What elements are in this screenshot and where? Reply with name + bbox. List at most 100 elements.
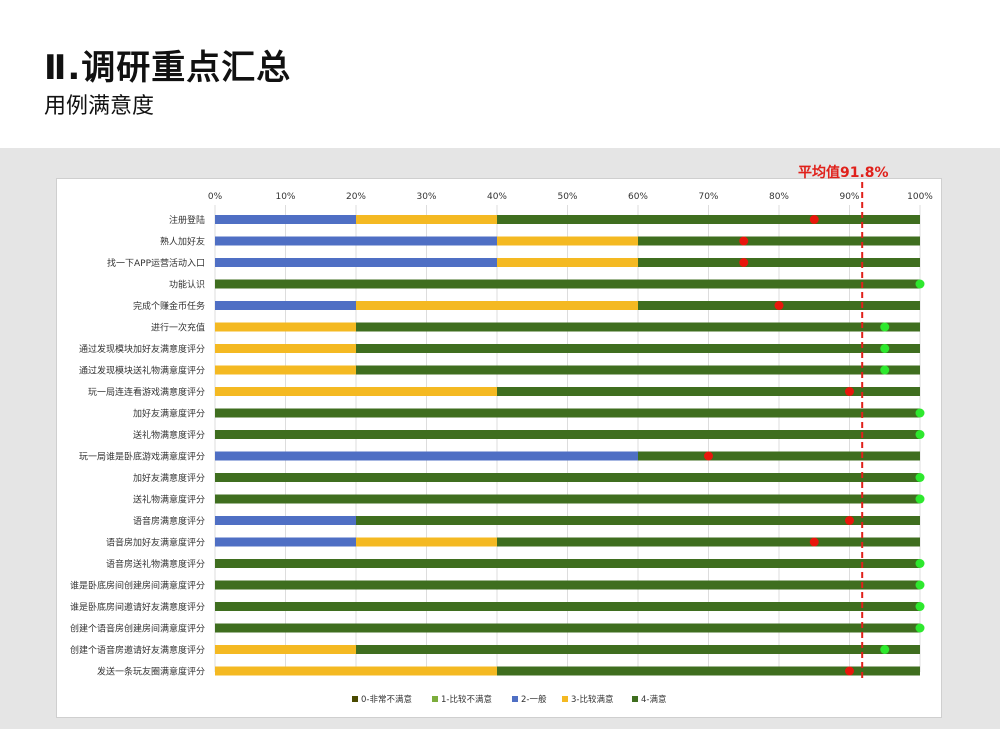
bar-segment: [215, 451, 638, 461]
category-label: 加好友满意度评分: [133, 472, 205, 484]
legend-label: 0-非常不满意: [361, 694, 412, 705]
bar-segment: [215, 430, 920, 439]
bar-segment: [638, 451, 920, 461]
bar-segment: [356, 365, 920, 375]
legend-swatch: [512, 696, 518, 702]
bar-segment: [215, 236, 497, 246]
score-marker: [915, 559, 925, 568]
bar-segment: [215, 279, 920, 289]
bar-segment: [356, 516, 920, 525]
score-marker: [845, 666, 854, 676]
legend-swatch: [632, 696, 638, 702]
legend-swatch: [432, 696, 438, 702]
legend-swatch: [352, 696, 358, 702]
x-tick-label: 60%: [628, 192, 648, 202]
bar-segment: [215, 301, 356, 310]
score-marker: [880, 365, 890, 375]
category-label: 谁是卧底房间邀请好友满意度评分: [70, 601, 205, 613]
score-marker: [845, 387, 854, 396]
legend-label: 3-比较满意: [571, 694, 613, 705]
bar-segment: [215, 516, 356, 525]
bar-segment: [638, 236, 920, 246]
bar-segment: [215, 365, 356, 375]
score-marker: [704, 451, 713, 461]
score-marker: [739, 236, 749, 246]
legend-label: 4-满意: [641, 694, 666, 705]
x-tick-label: 70%: [698, 192, 718, 202]
bar-segment: [497, 236, 638, 246]
slide-title: Ⅱ.调研重点汇总: [44, 48, 292, 88]
bar-segment: [638, 258, 920, 267]
score-marker: [880, 645, 890, 654]
category-label: 功能认识: [169, 279, 205, 291]
category-label: 谁是卧底房间创建房间满意度评分: [70, 580, 205, 592]
x-tick-label: 10%: [275, 192, 295, 202]
legend-label: 1-比较不满意: [441, 694, 492, 705]
category-label: 创建个语音房创建房间满意度评分: [70, 623, 205, 635]
bar-segment: [215, 559, 920, 568]
score-marker: [880, 344, 890, 353]
bar-segment: [356, 537, 497, 547]
score-marker: [915, 279, 925, 289]
bar-segment: [215, 258, 497, 267]
bar-segment: [497, 387, 920, 396]
bar-segment: [215, 473, 920, 482]
category-label: 发送一条玩友圈满意度评分: [97, 666, 205, 678]
category-label: 熟人加好友: [160, 236, 205, 248]
category-label: 找一下APP运营活动入口: [107, 257, 205, 269]
average-label: 平均值91.8%: [798, 165, 889, 181]
category-label: 通过发现模块加好友满意度评分: [79, 343, 205, 355]
category-label: 语音房满意度评分: [133, 515, 205, 527]
category-label: 送礼物满意度评分: [133, 429, 205, 441]
category-label: 注册登陆: [169, 214, 205, 226]
bar-segment: [497, 215, 920, 224]
bar-segment: [215, 387, 497, 396]
x-tick-label: 100%: [907, 192, 933, 202]
x-tick-label: 20%: [346, 192, 366, 202]
score-marker: [880, 322, 890, 332]
x-tick-label: 30%: [416, 192, 436, 202]
category-label: 完成个赚金币任务: [133, 300, 205, 312]
bar-segment: [356, 322, 920, 332]
bar-segment: [215, 537, 356, 547]
score-marker: [915, 430, 925, 439]
category-label: 语音房加好友满意度评分: [106, 537, 205, 549]
score-marker: [915, 580, 925, 590]
bar-segment: [215, 322, 356, 332]
score-marker: [739, 258, 749, 267]
category-label: 加好友满意度评分: [133, 408, 205, 420]
score-marker: [915, 602, 925, 611]
bar-segment: [215, 666, 497, 676]
bar-segment: [215, 494, 920, 504]
bar-segment: [215, 215, 356, 224]
bar-segment: [215, 344, 356, 353]
bar-segment: [215, 645, 356, 654]
category-label: 通过发现模块送礼物满意度评分: [79, 365, 205, 377]
category-label: 进行一次充值: [151, 322, 205, 334]
score-marker: [915, 408, 925, 418]
bar-segment: [497, 258, 638, 267]
bar-segment: [497, 666, 920, 676]
bar-segment: [215, 623, 920, 633]
x-tick-label: 0%: [208, 192, 223, 202]
category-label: 玩一局谁是卧底游戏满意度评分: [79, 451, 205, 463]
bar-segment: [356, 645, 920, 654]
bar-segment: [356, 301, 638, 310]
x-tick-label: 50%: [557, 192, 577, 202]
bar-segment: [497, 537, 920, 547]
legend-label: 2-一般: [521, 694, 547, 705]
x-tick-label: 80%: [769, 192, 789, 202]
category-label: 创建个语音房邀请好友满意度评分: [70, 644, 205, 656]
slide-subtitle: 用例满意度: [44, 94, 155, 119]
x-tick-label: 90%: [839, 192, 859, 202]
category-label: 语音房送礼物满意度评分: [106, 558, 205, 570]
bar-segment: [215, 580, 920, 590]
legend-swatch: [562, 696, 568, 702]
bar-segment: [356, 215, 497, 224]
score-marker: [845, 516, 854, 525]
score-marker: [915, 473, 925, 482]
bar-segment: [215, 602, 920, 611]
score-marker: [774, 301, 784, 310]
score-marker: [809, 215, 819, 224]
